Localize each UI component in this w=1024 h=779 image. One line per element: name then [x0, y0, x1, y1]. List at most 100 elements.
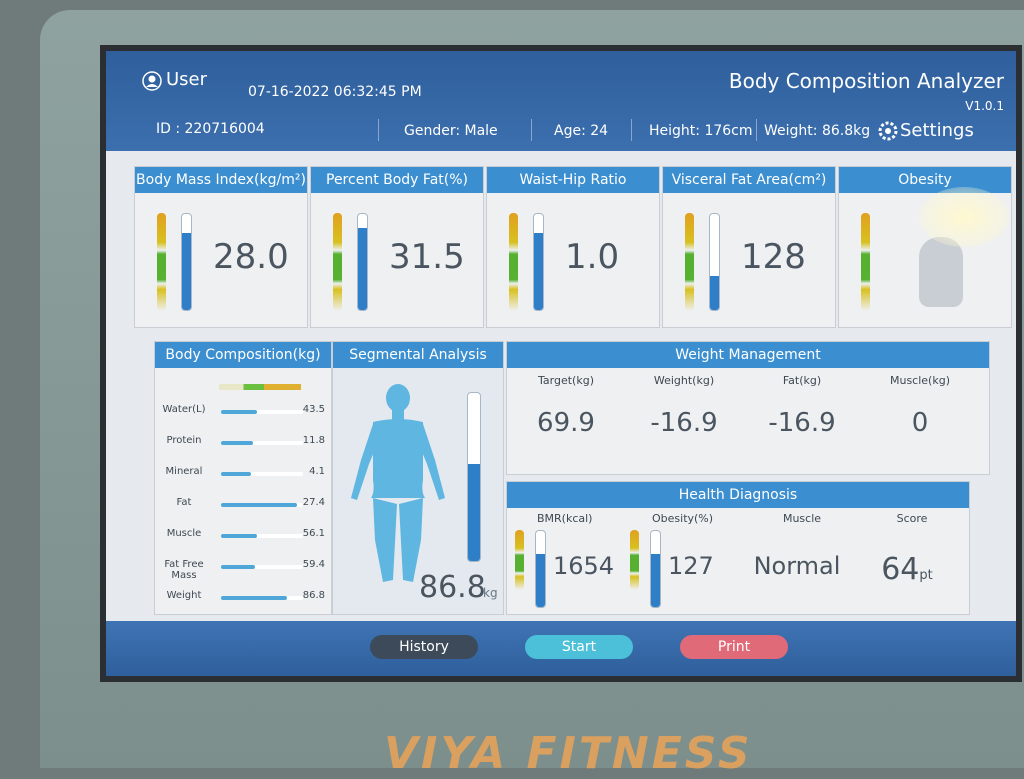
column-label: Fat(kg)	[782, 374, 822, 387]
body-composition-panel: Body Composition(kg) Water(L) 43.5 Protein…	[154, 341, 332, 615]
value-gauge	[357, 213, 368, 311]
metric-value: 28.0	[213, 237, 289, 277]
row-value: 86.8	[302, 590, 325, 601]
range-gauge	[861, 213, 870, 311]
screen: User 07-16-2022 06:32:45 PM Body Composi…	[100, 45, 1022, 682]
row-value: 56.1	[302, 528, 325, 539]
gauge-fill	[710, 276, 719, 310]
range-gauge	[333, 213, 342, 311]
row-bar	[221, 534, 257, 538]
segmental-unit: kg	[483, 586, 498, 600]
column-label: Obesity(%)	[652, 512, 714, 525]
range-gauge	[515, 530, 524, 590]
value-gauge	[709, 213, 720, 311]
obesity-figure	[919, 237, 963, 307]
footer: History Start Print	[106, 621, 1016, 676]
column-value: Normal	[753, 552, 841, 580]
metric-card: Visceral Fat Area(cm²) 128	[662, 166, 836, 328]
range-gauge	[685, 213, 694, 311]
column-value: -16.9	[768, 408, 836, 438]
row-label: Fat Free Mass	[164, 559, 204, 581]
header: User 07-16-2022 06:32:45 PM Body Composi…	[106, 51, 1016, 151]
row-label: Muscle	[166, 528, 202, 539]
column-label: Weight(kg)	[653, 374, 715, 387]
glare	[919, 187, 1009, 247]
row-value: 43.5	[302, 404, 325, 415]
metric-card: Percent Body Fat(%) 31.5	[310, 166, 484, 328]
row-bar	[221, 565, 255, 569]
row-value: 27.4	[302, 497, 325, 508]
metric-title: Obesity	[839, 167, 1011, 193]
row-track	[221, 472, 303, 476]
metric-card: Body Mass Index(kg/m²) 28.0	[134, 166, 308, 328]
metric-title: Waist-Hip Ratio	[487, 167, 659, 193]
metric-card: Obesity	[838, 166, 1012, 328]
value-gauge	[533, 213, 544, 311]
row-value: 4.1	[309, 466, 325, 477]
row-bar	[221, 410, 257, 414]
gauge-fill	[536, 553, 545, 607]
footer-button[interactable]: Print	[680, 635, 788, 659]
column-value: 64pt	[881, 552, 933, 587]
range-gauge	[630, 530, 639, 590]
row-bar	[221, 596, 287, 600]
column-label: Target(kg)	[538, 374, 594, 387]
gender: Gender: Male	[404, 123, 498, 139]
value-gauge	[181, 213, 192, 311]
metric-title: Visceral Fat Area(cm²)	[663, 167, 835, 193]
range-gauge	[509, 213, 518, 311]
row-track	[221, 410, 303, 414]
column-value: 1654	[553, 552, 615, 580]
metric-value: 31.5	[389, 237, 465, 277]
row-value: 11.8	[302, 435, 325, 446]
settings-icon[interactable]	[878, 121, 898, 141]
gauge-fill	[651, 553, 660, 607]
row-track	[221, 565, 303, 569]
gauge-fill	[534, 233, 543, 310]
panel-title: Health Diagnosis	[507, 482, 969, 508]
metric-card: Waist-Hip Ratio 1.0	[486, 166, 660, 328]
row-label: Fat	[176, 497, 192, 508]
row-bar	[221, 472, 251, 476]
body-figure	[351, 384, 445, 582]
panel-title: Weight Management	[507, 342, 989, 368]
column-label: Muscle	[782, 512, 822, 525]
metric-title: Body Mass Index(kg/m²)	[135, 167, 307, 193]
segmental-weight: 86.8	[419, 570, 486, 605]
settings-button[interactable]: Settings	[900, 120, 974, 141]
row-label: Weight	[166, 590, 202, 601]
row-value: 59.4	[302, 559, 325, 570]
row-bar	[221, 503, 297, 507]
weight-management-panel: Weight Management Target(kg) 69.9 Weight(k…	[506, 341, 990, 475]
footer-button[interactable]: History	[370, 635, 478, 659]
row-label: Water(L)	[162, 404, 206, 415]
user-id: ID : 220716004	[156, 121, 265, 137]
segmental-panel: Segmental Analysis 86.8 kg	[332, 341, 504, 615]
row-label: Mineral	[165, 466, 203, 477]
brand: VIYA FITNESS	[384, 728, 753, 779]
column-label: BMR(kcal)	[537, 512, 593, 525]
footer-button[interactable]: Start	[525, 635, 633, 659]
row-track	[221, 534, 303, 538]
column-value: 69.9	[537, 408, 595, 438]
range-gauge	[157, 213, 166, 311]
column-label: Muscle(kg)	[889, 374, 950, 387]
health-diagnosis-panel: Health Diagnosis BMR(kcal) 1654 Obesity(%)…	[506, 481, 970, 615]
column-value: 127	[668, 552, 714, 580]
gauge-fill	[358, 228, 367, 310]
panel-title: Body Composition(kg)	[155, 342, 331, 368]
weight: Weight: 86.8kg	[764, 123, 871, 139]
app-title: Body Composition Analyzer	[728, 69, 1004, 93]
height: Height: 176cm	[649, 123, 753, 139]
gauge-fill	[182, 233, 191, 310]
value-gauge	[535, 530, 546, 608]
metric-value: 1.0	[565, 237, 620, 277]
row-bar	[221, 441, 253, 445]
column-value: 0	[911, 408, 929, 438]
age: Age: 24	[554, 123, 609, 139]
version: V1.0.1	[965, 99, 1004, 113]
metric-title: Percent Body Fat(%)	[311, 167, 483, 193]
score-unit: pt	[919, 568, 933, 583]
datetime: 07-16-2022 06:32:45 PM	[248, 84, 422, 100]
